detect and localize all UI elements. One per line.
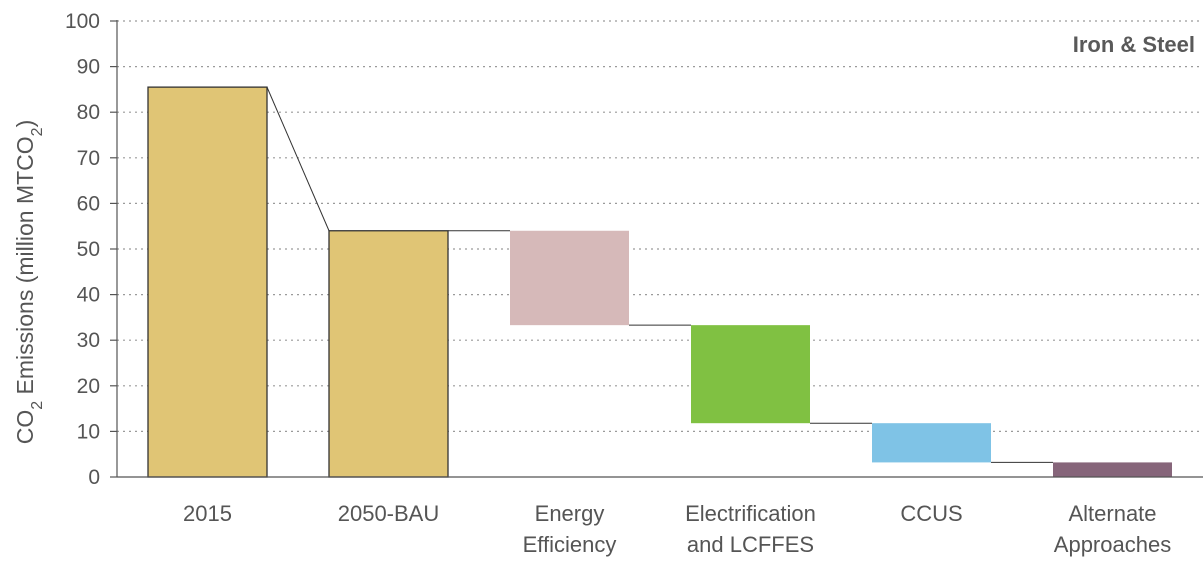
y-axis-title-part: CO — [12, 410, 38, 445]
y-tick-label: 30 — [77, 329, 100, 352]
x-category-label-line: and LCFFES — [687, 532, 814, 557]
bar — [510, 230, 629, 326]
x-category-label-line: Approaches — [1054, 532, 1171, 557]
x-category-label-line: 2050-BAU — [338, 501, 440, 526]
x-category-label: 2050-BAU — [338, 501, 440, 526]
x-category-label-line: Electrification — [685, 501, 816, 526]
bar — [691, 325, 810, 424]
y-tick-label: 20 — [77, 375, 100, 398]
connector-line — [266, 86, 330, 231]
y-tick-label: 70 — [77, 147, 100, 170]
y-tick-label: 10 — [77, 420, 100, 443]
y-tick-labels: 0 10 20 30 40 50 60 70 80 90 100 — [65, 10, 100, 489]
y-tick-label: 80 — [77, 101, 100, 124]
gridlines — [117, 20, 1203, 432]
y-tick-label: 60 — [77, 192, 100, 215]
y-tick-label: 0 — [88, 466, 100, 489]
x-category-label-line: Efficiency — [523, 532, 617, 557]
x-category-label: Energy Efficiency — [523, 501, 617, 557]
y-axis-title-subscript: 2 — [29, 401, 46, 410]
chart-title: Iron & Steel — [1073, 32, 1195, 57]
y-axis-title-part: Emissions (million MTCO — [12, 136, 38, 401]
y-axis-title-subscript: 2 — [29, 127, 46, 136]
x-category-label-line: CCUS — [900, 501, 962, 526]
y-tick-label: 50 — [77, 238, 100, 261]
y-axis-title: CO2 Emissions (million MTCO2) — [12, 120, 46, 445]
x-category-label-line: 2015 — [183, 501, 232, 526]
y-axis-title-part: ) — [12, 120, 38, 128]
bars — [147, 86, 1172, 478]
x-category-label: Electrification and LCFFES — [685, 501, 816, 557]
x-category-label-line: Alternate — [1068, 501, 1156, 526]
x-category-label-line: Energy — [535, 501, 605, 526]
bar — [328, 230, 449, 478]
connectors — [266, 86, 1053, 463]
x-category-labels: 2015 2050-BAU Energy Efficiency Electrificat… — [183, 501, 1171, 557]
bar — [872, 423, 991, 463]
y-tick-label: 100 — [65, 10, 100, 33]
bar — [147, 86, 268, 478]
x-category-label: Alternate Approaches — [1054, 501, 1171, 557]
y-tick-label: 90 — [77, 56, 100, 79]
x-category-label: 2015 — [183, 501, 232, 526]
x-category-label: CCUS — [900, 501, 962, 526]
y-tick-label: 40 — [77, 284, 100, 307]
axes — [110, 20, 1203, 478]
bar — [1053, 462, 1172, 477]
